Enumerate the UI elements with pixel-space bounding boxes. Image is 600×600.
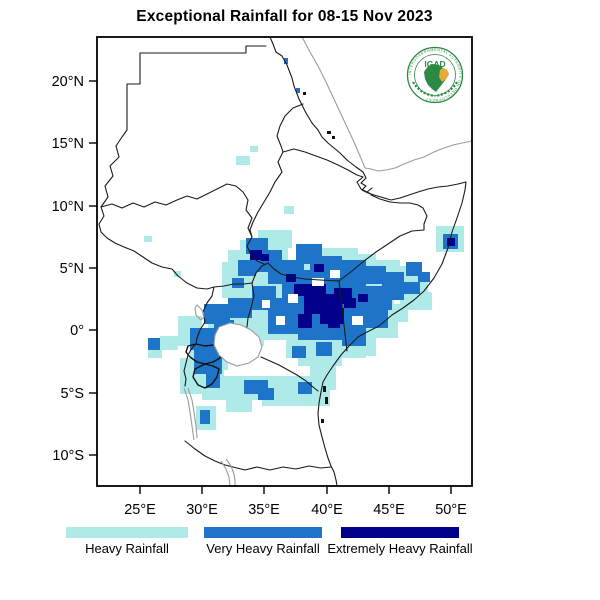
lake-malawi	[220, 458, 236, 486]
y-tick-label: 0°	[70, 323, 84, 339]
y-axis: 20°N 15°N 10°N 5°N 0° 5°S 10°S	[52, 74, 97, 464]
legend-item-heavy: Heavy Rainfall	[66, 527, 188, 556]
legend-item-very-heavy: Very Heavy Rainfall	[204, 527, 322, 556]
heavy-rainfall-swatch	[66, 527, 188, 538]
y-tick-label: 15°N	[52, 136, 84, 152]
x-tick-label: 25°E	[124, 502, 156, 518]
y-tick-label: 5°N	[60, 261, 84, 277]
igad-region-highlight	[439, 68, 449, 82]
border-djibouti	[356, 176, 373, 195]
border-kenya-tanzania	[260, 356, 319, 392]
x-tick-label: 50°E	[435, 502, 467, 518]
igad-logo: INTERGOVERNMENTAL AUTHORITY ON DEVELOPME…	[406, 46, 464, 104]
africa-coastline	[269, 37, 467, 486]
x-tick-label: 35°E	[248, 502, 280, 518]
border-uganda-west	[183, 286, 215, 387]
lake-albert	[194, 304, 205, 321]
x-axis: 25°E 30°E 35°E 40°E 45°E 50°E	[124, 486, 467, 518]
x-tick-label: 40°E	[311, 502, 343, 518]
border-sudan-west	[98, 45, 340, 290]
extremely-heavy-rainfall-layer	[250, 238, 455, 328]
border-eritrea-ethiopia	[282, 148, 364, 178]
legend-label: Heavy Rainfall	[85, 541, 169, 556]
legend-label: Extremely Heavy Rainfall	[327, 541, 473, 556]
border-rwanda	[185, 343, 222, 365]
border-ethiopia-west	[246, 103, 304, 265]
lake-victoria	[213, 322, 263, 367]
igad-acronym: IGAD	[424, 59, 445, 69]
arabia-coastline	[301, 37, 472, 172]
lake-tanganyika	[183, 387, 198, 441]
map-frame	[96, 36, 473, 487]
border-ethiopia-somalia	[338, 194, 428, 282]
legend-label: Very Heavy Rainfall	[206, 541, 320, 556]
laurel-left	[412, 81, 436, 98]
y-tick-label: 5°S	[60, 386, 84, 402]
rainfall-gaps	[262, 270, 363, 325]
border-sudan-southsudan	[100, 183, 253, 238]
extremely-heavy-rainfall-swatch	[341, 527, 459, 538]
y-tick-label: 10°N	[52, 199, 84, 215]
laurel-right	[434, 81, 458, 98]
y-tick-label: 10°S	[52, 448, 84, 464]
border-tanzania-south	[184, 440, 332, 471]
border-kenya-somalia	[338, 280, 348, 352]
y-tick-label: 20°N	[52, 74, 84, 90]
x-tick-label: 45°E	[373, 502, 405, 518]
border-uganda-kenya	[246, 282, 255, 328]
legend: Heavy Rainfall Very Heavy Rainfall Extre…	[0, 527, 600, 567]
islands	[303, 92, 335, 423]
border-burundi	[192, 363, 220, 389]
x-tick-label: 30°E	[186, 502, 218, 518]
page-title: Exceptional Rainfall for 08-15 Nov 2023	[136, 8, 433, 25]
legend-item-extremely-heavy: Extremely Heavy Rainfall	[327, 527, 473, 556]
very-heavy-rainfall-swatch	[204, 527, 322, 538]
